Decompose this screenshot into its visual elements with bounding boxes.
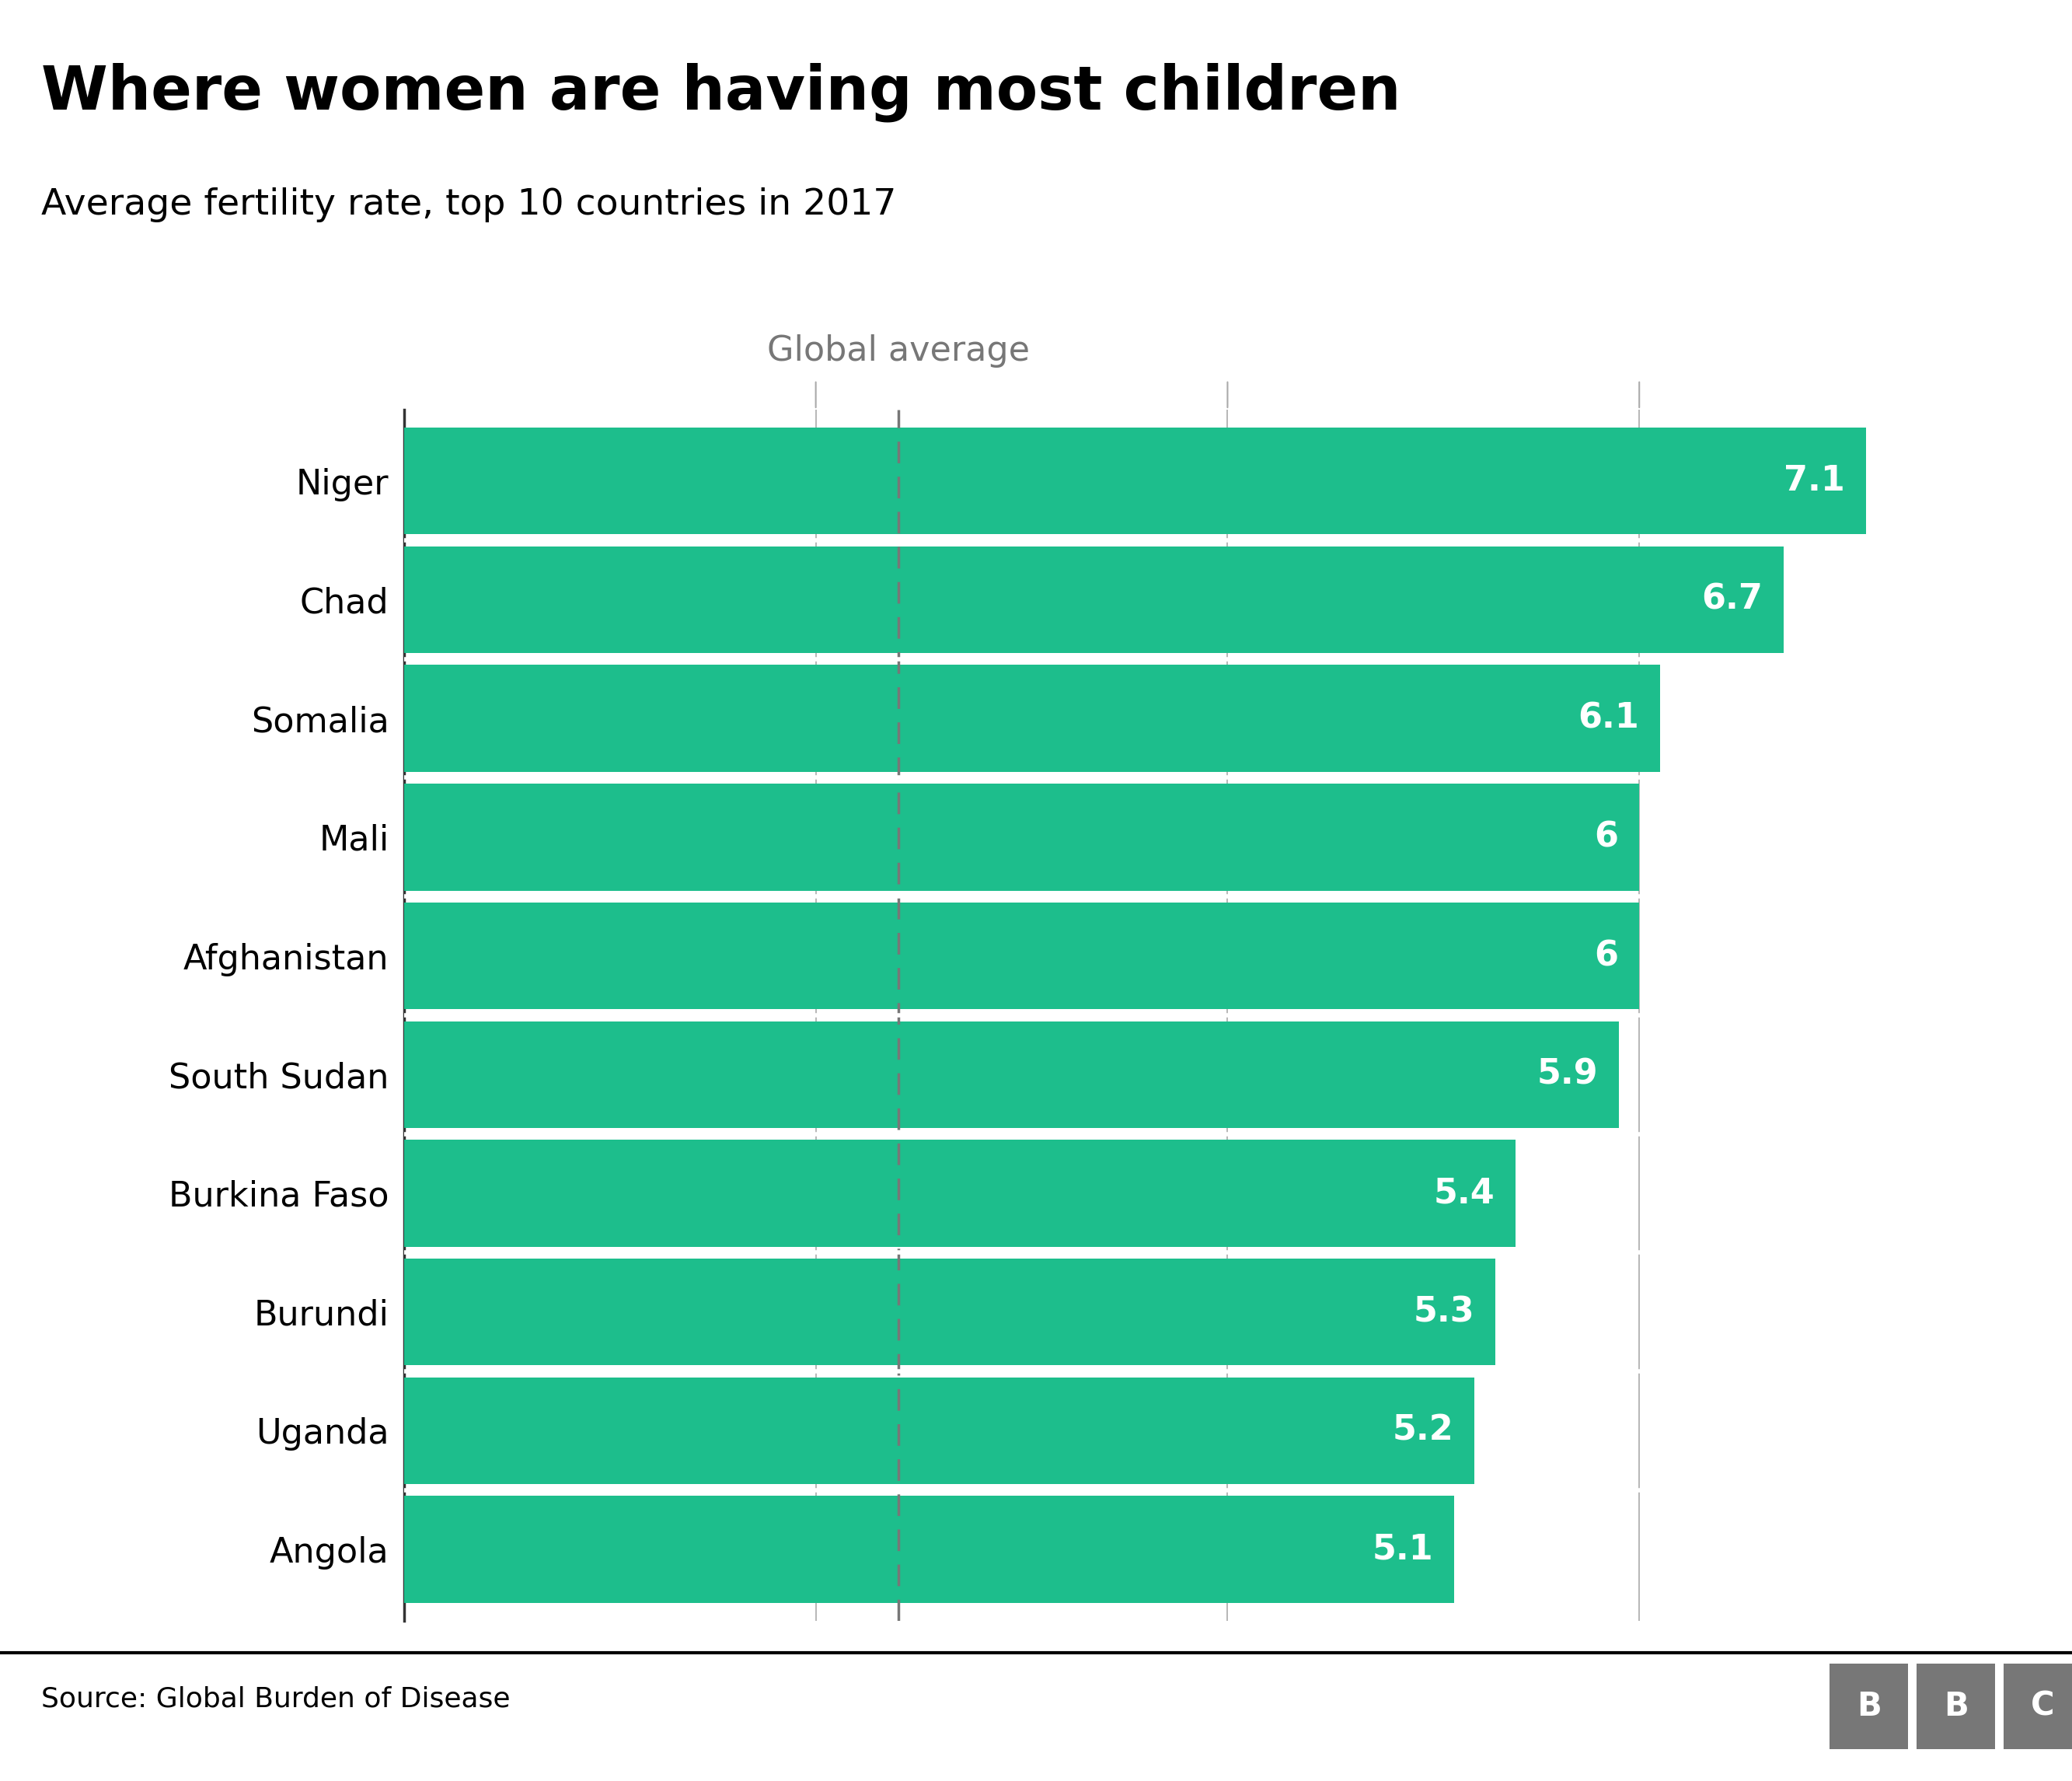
Bar <box>404 1259 1496 1366</box>
Text: 6.7: 6.7 <box>1701 582 1763 616</box>
Bar <box>404 903 1639 1010</box>
Bar <box>404 1140 1517 1247</box>
Text: 6: 6 <box>1595 821 1618 853</box>
Text: 5.4: 5.4 <box>1434 1177 1496 1209</box>
Bar <box>404 427 1865 534</box>
Text: B: B <box>1857 1690 1881 1722</box>
Text: B: B <box>1944 1690 1968 1722</box>
Text: 7.1: 7.1 <box>1784 465 1846 497</box>
Text: 5.1: 5.1 <box>1372 1533 1434 1565</box>
Text: Global average: Global average <box>767 335 1030 369</box>
Text: 5.3: 5.3 <box>1413 1295 1475 1329</box>
Text: 5.9: 5.9 <box>1537 1058 1598 1092</box>
Text: Where women are having most children: Where women are having most children <box>41 62 1401 121</box>
Text: Source: Global Burden of Disease: Source: Global Burden of Disease <box>41 1687 510 1712</box>
Text: 5.2: 5.2 <box>1392 1414 1455 1448</box>
Bar <box>404 547 1784 654</box>
Text: 6: 6 <box>1595 939 1618 972</box>
Bar <box>404 664 1660 771</box>
Bar <box>404 1021 1618 1127</box>
Text: 6.1: 6.1 <box>1579 702 1639 736</box>
Text: Average fertility rate, top 10 countries in 2017: Average fertility rate, top 10 countries… <box>41 187 897 223</box>
Bar <box>404 1496 1455 1603</box>
Text: C: C <box>2031 1690 2055 1722</box>
Bar <box>404 784 1639 890</box>
Bar <box>404 1377 1475 1484</box>
